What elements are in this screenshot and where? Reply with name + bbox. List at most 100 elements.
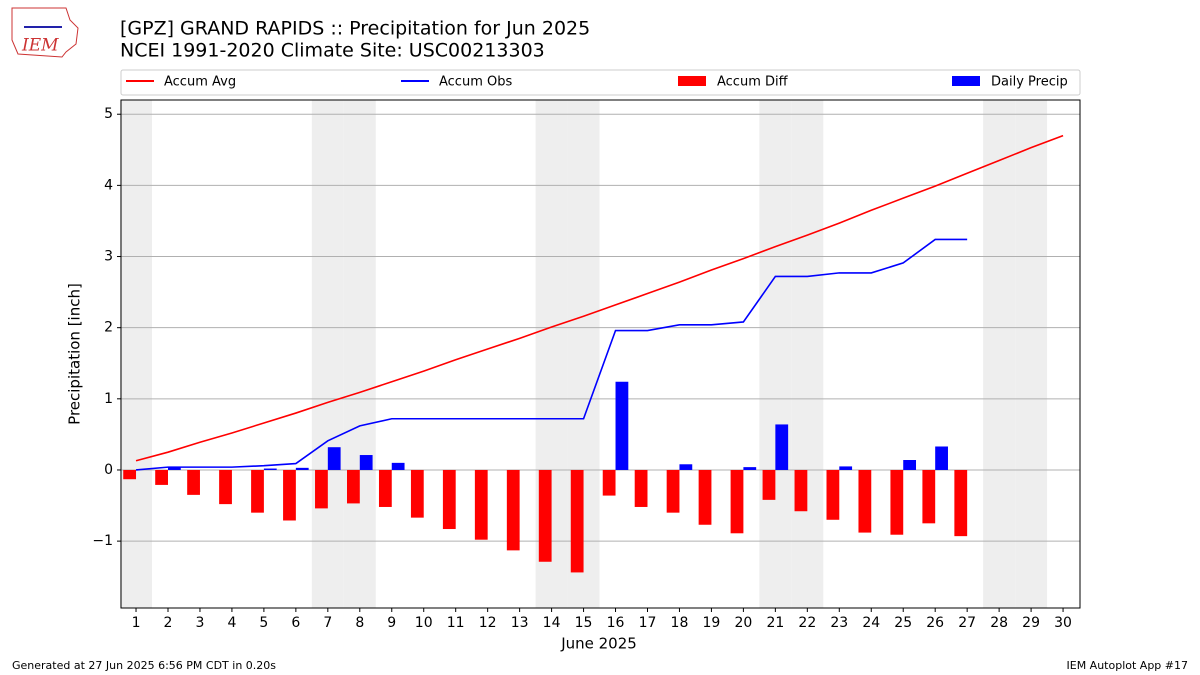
bar [570, 469, 584, 573]
weekend-band [120, 100, 153, 608]
bar [890, 469, 904, 535]
legend-box [120, 69, 1081, 96]
bar [283, 469, 296, 521]
footer-left: Generated at 27 Jun 2025 6:56 PM CDT in … [12, 659, 276, 672]
legend-label: Accum Diff [717, 75, 789, 90]
bar [123, 469, 137, 480]
x-tick-label: 21 [766, 615, 784, 631]
x-tick-label: 7 [323, 615, 332, 631]
bar [666, 469, 680, 513]
bar [615, 381, 629, 470]
x-tick-label: 16 [607, 615, 625, 631]
x-tick-label: 22 [798, 615, 816, 631]
x-tick-label: 4 [227, 615, 236, 631]
x-tick-label: 3 [195, 615, 204, 631]
bar [474, 469, 488, 540]
bar [826, 469, 840, 520]
legend-swatch [952, 76, 980, 86]
y-tick-label: 2 [104, 320, 113, 336]
bar [251, 469, 264, 513]
bar [315, 469, 328, 509]
line-series [135, 134, 1064, 462]
y-axis-label: Precipitation [inch] [66, 283, 84, 425]
bar [839, 466, 853, 470]
line-series [135, 238, 968, 471]
bar [858, 469, 872, 533]
bar [922, 469, 936, 524]
weekend-band [983, 100, 1016, 608]
bar [954, 469, 968, 537]
bar [167, 467, 181, 470]
bar [743, 467, 757, 470]
legend-label: Accum Obs [439, 75, 512, 90]
x-tick-label: 18 [671, 615, 689, 631]
bar [295, 467, 309, 470]
bar [506, 469, 520, 551]
legend-label: Accum Avg [164, 75, 236, 90]
plot-frame [120, 99, 1081, 609]
bar [263, 468, 277, 470]
weekend-band [343, 100, 376, 608]
bar [935, 446, 948, 470]
footer-right: IEM Autoplot App #17 [1067, 659, 1189, 672]
y-tick-label: −1 [92, 533, 113, 549]
x-tick-label: 27 [958, 615, 976, 631]
bar [775, 424, 789, 470]
x-tick-label: 19 [703, 615, 721, 631]
x-tick-label: 25 [894, 615, 912, 631]
bar [538, 469, 552, 562]
x-tick-label: 10 [415, 615, 433, 631]
weekend-band [311, 100, 344, 608]
bar [762, 469, 776, 500]
x-tick-label: 26 [926, 615, 944, 631]
weekend-band [759, 100, 792, 608]
x-tick-label: 29 [1022, 615, 1040, 631]
x-tick-label: 23 [830, 615, 848, 631]
y-tick-label: 3 [104, 249, 113, 265]
x-tick-label: 28 [990, 615, 1008, 631]
x-tick-label: 11 [447, 615, 465, 631]
legend-label: Daily Precip [991, 75, 1068, 90]
x-axis-label: June 2025 [560, 635, 637, 653]
logo: IEM [11, 7, 79, 58]
y-tick-label: 0 [104, 462, 113, 478]
bar [602, 469, 616, 496]
bar [187, 469, 200, 495]
x-tick-label: 12 [479, 615, 497, 631]
bar [679, 464, 693, 470]
x-tick-label: 1 [132, 615, 141, 631]
bar [327, 447, 341, 470]
y-tick-label: 1 [104, 391, 113, 407]
bar [794, 469, 808, 512]
bar [442, 469, 456, 530]
bar [378, 469, 392, 507]
bar [359, 455, 373, 470]
chart-title: [GPZ] GRAND RAPIDS :: Precipitation for … [120, 18, 590, 40]
bar [155, 469, 168, 485]
x-tick-label: 15 [575, 615, 593, 631]
y-tick-label: 5 [104, 106, 113, 122]
bar [347, 469, 360, 504]
weekend-band [1015, 100, 1048, 608]
x-tick-label: 14 [543, 615, 561, 631]
x-tick-label: 13 [511, 615, 529, 631]
x-tick-label: 9 [387, 615, 396, 631]
plot-area [120, 100, 1080, 608]
bar [903, 460, 917, 470]
x-tick-label: 6 [291, 615, 300, 631]
x-tick-label: 5 [259, 615, 268, 631]
logo-text: IEM [21, 36, 59, 56]
x-tick-label: 30 [1054, 615, 1072, 631]
legend-swatch [678, 76, 706, 86]
weekend-band [791, 100, 824, 608]
x-tick-label: 24 [862, 615, 880, 631]
bar [391, 462, 405, 470]
y-tick-label: 4 [104, 177, 113, 193]
bar [410, 469, 424, 518]
logo-outline [11, 7, 79, 58]
x-tick-label: 8 [355, 615, 364, 631]
bar [219, 469, 232, 505]
x-tick-label: 2 [164, 615, 173, 631]
bar [698, 469, 712, 525]
